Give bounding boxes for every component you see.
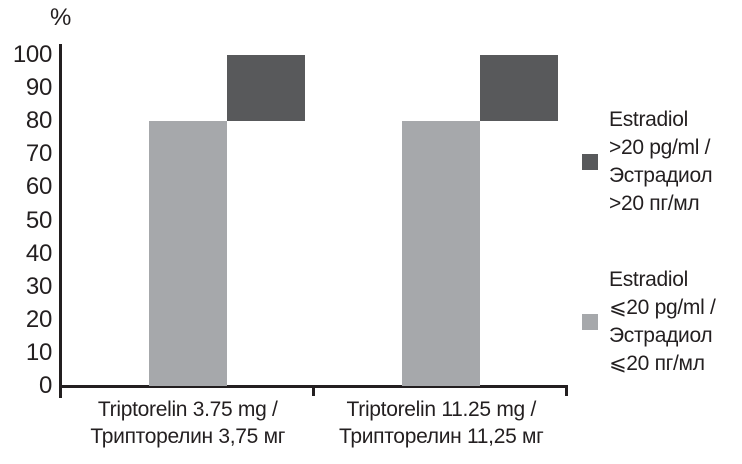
x-category-label-line: Triptorelin 3.75 mg / <box>97 398 278 421</box>
legend-label-line: >20 пг/мл <box>609 192 700 215</box>
x-category-label-line: Triptorelin 11.25 mg / <box>346 398 537 421</box>
y-axis-line <box>59 44 62 398</box>
bar-segment-low <box>148 121 227 386</box>
y-tick-label: 10 <box>25 338 52 366</box>
y-tick-label: 0 <box>38 372 52 399</box>
y-tick-label: 70 <box>25 140 52 168</box>
legend-label-line: Estradiol <box>609 108 689 131</box>
y-tick-label: 100 <box>12 41 52 68</box>
x-category-label-line: Трипторелин 11,25 мг <box>339 425 544 448</box>
legend-label-line: ⩽20 пг/мл <box>609 352 705 375</box>
legend-label: Estradiol ⩽20 pg/ml / Эстрадиол ⩽20 пг/мл <box>609 266 716 378</box>
bar-segment-high <box>226 55 305 122</box>
x-category-label-line: Трипторелин 3,75 мг <box>90 425 286 448</box>
x-category-label: Triptorelin 3.75 mg / Трипторелин 3,75 мг <box>61 396 315 450</box>
legend: Estradiol >20 pg/ml / Эстрадиол >20 пг/мл Es… <box>582 106 742 426</box>
legend-label-line: ⩽20 pg/ml / <box>609 296 716 319</box>
legend-swatch <box>582 154 598 170</box>
y-tick-label: 50 <box>25 206 52 234</box>
y-tick-label: 80 <box>25 107 52 135</box>
y-tick-label: 20 <box>25 305 52 333</box>
legend-label-line: Estradiol <box>609 268 689 291</box>
y-axis-unit-label: % <box>50 4 72 31</box>
y-tick-label: 90 <box>25 74 52 102</box>
y-tick-label: 40 <box>25 239 52 267</box>
x-category-label: Triptorelin 11.25 mg / Трипторелин 11,25 … <box>315 396 569 450</box>
y-tick-label: 60 <box>25 173 52 201</box>
legend-label-line: Эстрадиол <box>609 324 713 347</box>
legend-label-line: Эстрадиол <box>609 164 713 187</box>
x-axis-tick <box>311 385 315 396</box>
y-tick-label: 30 <box>25 272 52 300</box>
bar-segment-high <box>480 55 559 122</box>
legend-label-line: >20 pg/ml / <box>609 136 711 159</box>
legend-swatch <box>582 314 598 330</box>
legend-label: Estradiol >20 pg/ml / Эстрадиол >20 пг/мл <box>609 106 713 218</box>
bar-segment-low <box>402 121 481 386</box>
x-axis-tick <box>565 385 568 396</box>
legend-item: Estradiol >20 pg/ml / Эстрадиол >20 пг/мл <box>582 106 742 218</box>
legend-item: Estradiol ⩽20 pg/ml / Эстрадиол ⩽20 пг/мл <box>582 266 742 378</box>
